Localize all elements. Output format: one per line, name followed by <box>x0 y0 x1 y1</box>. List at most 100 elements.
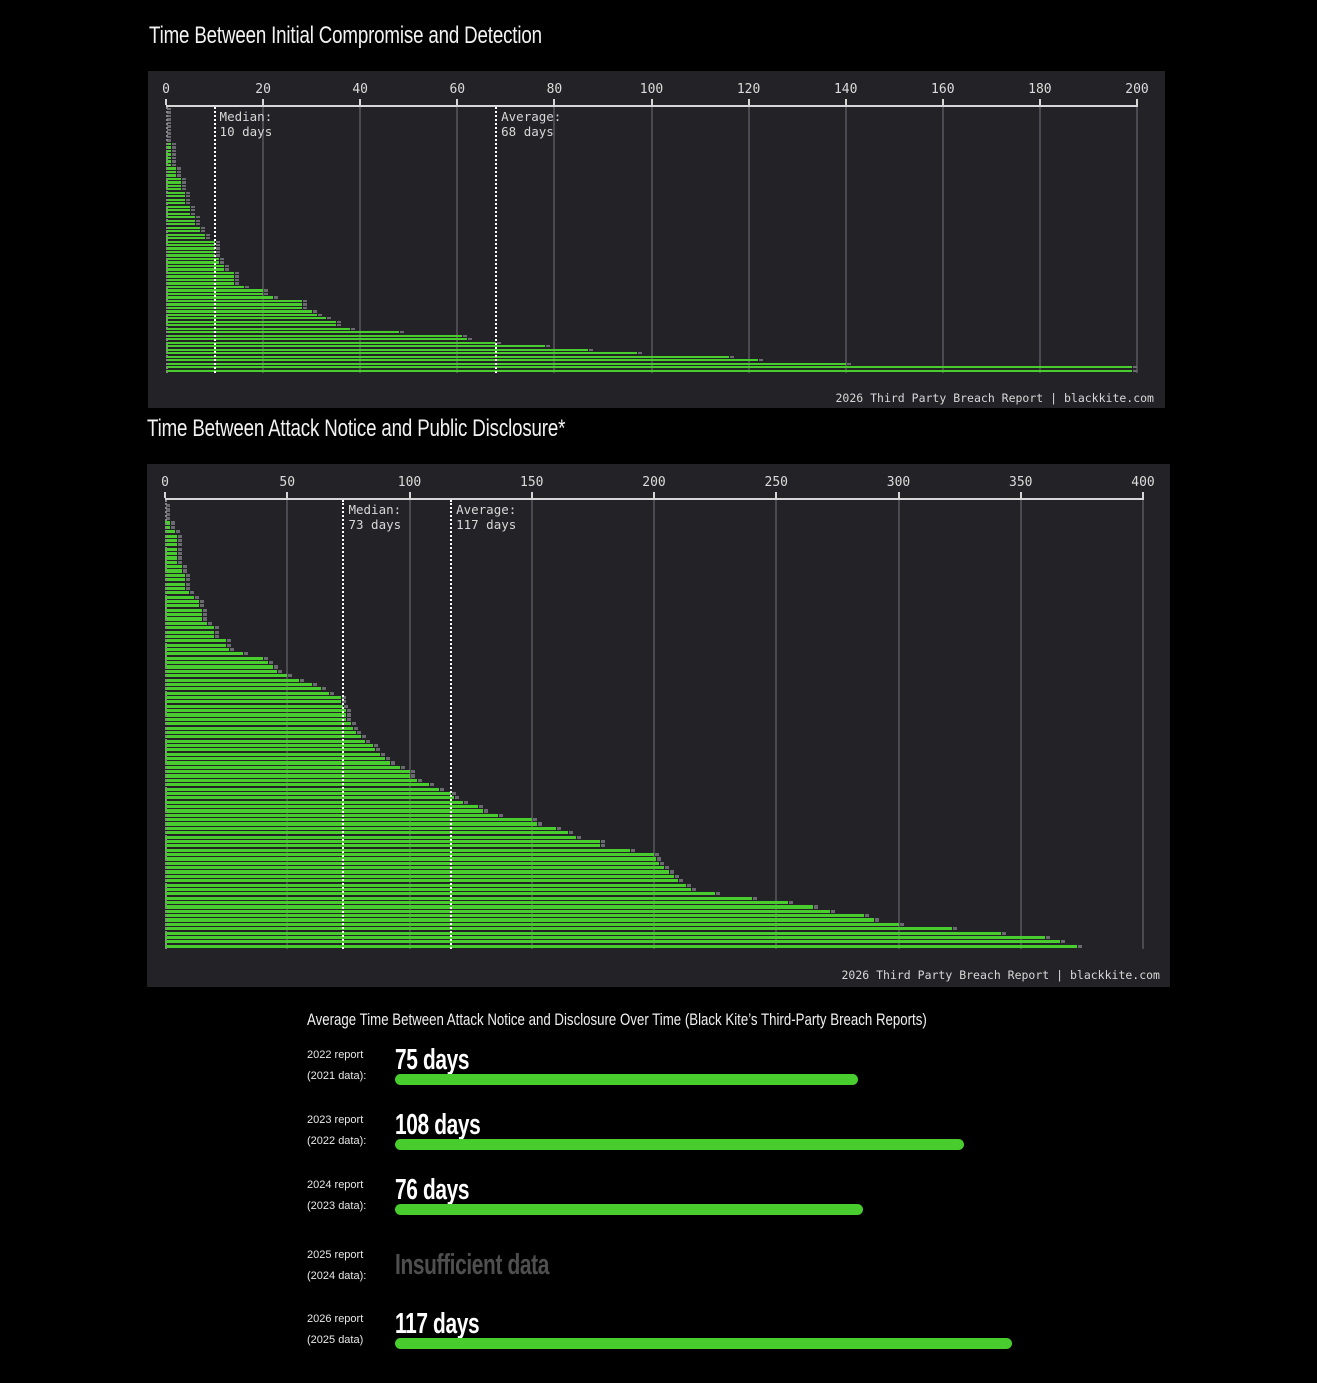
x-axis-tick-label: 100 <box>639 82 664 97</box>
bar-value-marker <box>171 156 176 160</box>
bar-value-marker <box>336 320 341 323</box>
bar-value-marker <box>214 630 219 634</box>
bar-value-marker <box>263 656 268 660</box>
bar-value-marker <box>178 538 183 543</box>
bar-value-marker <box>390 761 395 765</box>
bar-value-marker <box>669 870 674 874</box>
bar-value-marker <box>730 355 735 358</box>
bar-value-marker <box>351 327 356 330</box>
bar-value-marker <box>196 223 201 226</box>
x-axis-tick-label: 350 <box>1009 475 1033 490</box>
bar-value-marker <box>637 352 642 355</box>
data-bar <box>166 320 336 323</box>
bar-value-marker <box>178 551 183 556</box>
data-bar <box>166 237 205 240</box>
data-bar <box>165 722 351 726</box>
bar-value-marker <box>185 573 190 577</box>
x-axis-tick-label: 400 <box>1131 475 1155 490</box>
bar-value-marker <box>176 167 181 170</box>
data-bar <box>166 181 181 184</box>
data-bar <box>165 687 322 691</box>
bar-value-marker <box>264 289 269 292</box>
median-line <box>213 107 216 373</box>
summary-bar <box>395 1338 1012 1349</box>
bar-value-marker <box>171 153 176 156</box>
bar-value-marker <box>630 848 635 852</box>
bar-value-marker <box>181 188 186 191</box>
bar-value-marker <box>176 174 181 177</box>
chart1-title: Time Between Initial Compromise and Dete… <box>149 22 542 49</box>
data-bar <box>166 348 589 351</box>
data-bar <box>165 905 813 909</box>
data-bar <box>166 254 215 257</box>
bar-value-marker <box>716 892 721 896</box>
bar-value-marker <box>166 517 170 521</box>
bar-value-marker <box>178 534 183 538</box>
average-line <box>450 500 453 949</box>
data-bar <box>166 282 234 285</box>
x-axis-tick-label: 120 <box>736 82 761 97</box>
bar-value-marker <box>346 713 351 717</box>
data-bar <box>165 791 452 796</box>
data-bar <box>166 146 171 149</box>
bar-value-marker <box>225 264 230 268</box>
bar-value-marker <box>191 205 196 208</box>
gridline <box>1136 105 1138 373</box>
data-bar <box>165 573 185 577</box>
bar-value-marker <box>167 121 171 125</box>
bar-value-marker <box>846 362 851 365</box>
data-bar <box>165 578 185 582</box>
bar-value-marker <box>300 678 305 682</box>
bar-value-marker <box>185 586 190 591</box>
chart2-title: Time Between Attack Notice and Public Di… <box>147 415 566 442</box>
data-bar <box>165 796 454 800</box>
data-bar <box>165 809 483 813</box>
data-bar <box>166 285 244 289</box>
bar-value-marker <box>220 257 225 261</box>
data-bar <box>165 918 875 922</box>
summary-data-label: (2023 data): <box>307 1200 367 1212</box>
bar-value-marker <box>278 669 283 673</box>
gridline <box>530 498 533 949</box>
bar-value-marker <box>181 177 186 181</box>
data-bar <box>165 743 373 748</box>
x-axis-tick <box>897 492 900 498</box>
bar-value-marker <box>302 303 307 306</box>
bar-value-marker <box>478 805 483 809</box>
data-bar <box>165 866 664 870</box>
bar-value-marker <box>302 306 307 310</box>
x-axis-tick-label: 80 <box>546 82 563 97</box>
data-bar <box>166 163 171 167</box>
x-axis-tick <box>775 492 778 498</box>
data-bar <box>166 209 191 212</box>
x-axis-tick-label: 0 <box>162 82 170 97</box>
data-bar <box>166 355 730 358</box>
bar-value-marker <box>813 905 818 909</box>
data-bar <box>166 167 176 170</box>
data-bar <box>165 591 190 595</box>
x-axis-tick <box>359 99 362 105</box>
x-axis-tick <box>747 99 750 105</box>
bar-value-marker <box>589 348 594 351</box>
bar-value-marker <box>178 543 183 547</box>
bar-value-marker <box>244 652 249 656</box>
data-bar <box>165 735 361 739</box>
bar-value-marker <box>569 831 574 835</box>
data-bar <box>165 643 227 647</box>
bar-value-marker <box>195 595 200 599</box>
data-bar <box>165 800 464 804</box>
chart1-plot: 0 20 40 60 80 100 120 140 160 180 200 Median: 10 da… <box>148 71 1165 408</box>
bar-value-marker <box>601 839 606 844</box>
data-bar <box>165 927 953 931</box>
data-bar <box>165 634 214 639</box>
data-bar <box>166 153 171 156</box>
data-bar <box>165 783 430 787</box>
data-bar <box>165 909 831 913</box>
bar-value-marker <box>171 146 176 149</box>
gridline <box>650 105 653 373</box>
data-bar <box>166 306 302 310</box>
summary-value: 117 days <box>395 1308 480 1340</box>
bar-value-marker <box>166 512 170 516</box>
data-bar <box>165 761 390 765</box>
data-bar <box>166 184 181 187</box>
